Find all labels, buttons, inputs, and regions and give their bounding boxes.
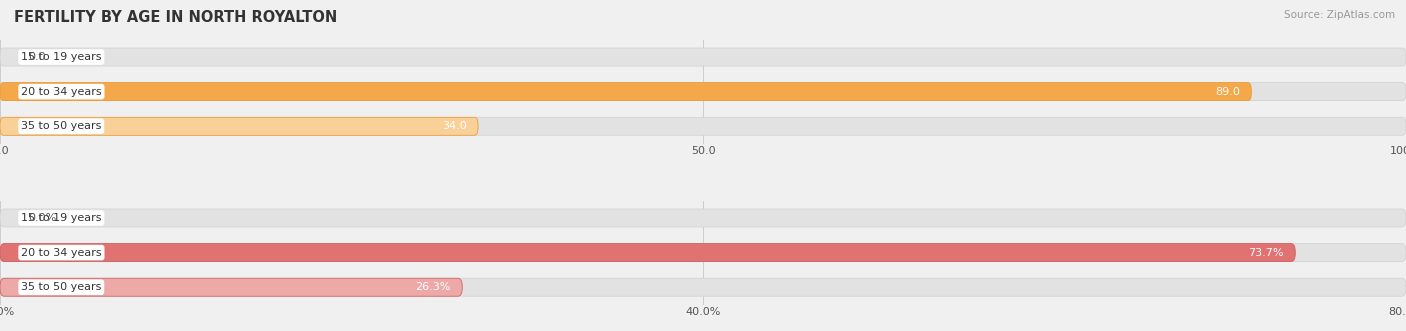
FancyBboxPatch shape bbox=[0, 209, 1406, 227]
Text: 35 to 50 years: 35 to 50 years bbox=[21, 121, 101, 131]
Text: 15 to 19 years: 15 to 19 years bbox=[21, 52, 101, 62]
FancyBboxPatch shape bbox=[0, 117, 1406, 135]
FancyBboxPatch shape bbox=[0, 83, 1251, 101]
Text: 89.0: 89.0 bbox=[1215, 87, 1240, 97]
Text: 20 to 34 years: 20 to 34 years bbox=[21, 87, 101, 97]
Text: Source: ZipAtlas.com: Source: ZipAtlas.com bbox=[1284, 10, 1395, 20]
FancyBboxPatch shape bbox=[0, 278, 1406, 296]
FancyBboxPatch shape bbox=[0, 244, 1406, 261]
Text: 0.0: 0.0 bbox=[28, 52, 46, 62]
FancyBboxPatch shape bbox=[0, 48, 1406, 66]
FancyBboxPatch shape bbox=[0, 83, 1406, 101]
Text: 15 to 19 years: 15 to 19 years bbox=[21, 213, 101, 223]
Text: 34.0: 34.0 bbox=[441, 121, 467, 131]
Text: 0.0%: 0.0% bbox=[28, 213, 56, 223]
Text: 26.3%: 26.3% bbox=[416, 282, 451, 292]
FancyBboxPatch shape bbox=[0, 244, 1295, 261]
Text: 35 to 50 years: 35 to 50 years bbox=[21, 282, 101, 292]
FancyBboxPatch shape bbox=[0, 278, 463, 296]
Text: FERTILITY BY AGE IN NORTH ROYALTON: FERTILITY BY AGE IN NORTH ROYALTON bbox=[14, 10, 337, 25]
FancyBboxPatch shape bbox=[0, 117, 478, 135]
Text: 20 to 34 years: 20 to 34 years bbox=[21, 248, 101, 258]
Text: 73.7%: 73.7% bbox=[1249, 248, 1284, 258]
